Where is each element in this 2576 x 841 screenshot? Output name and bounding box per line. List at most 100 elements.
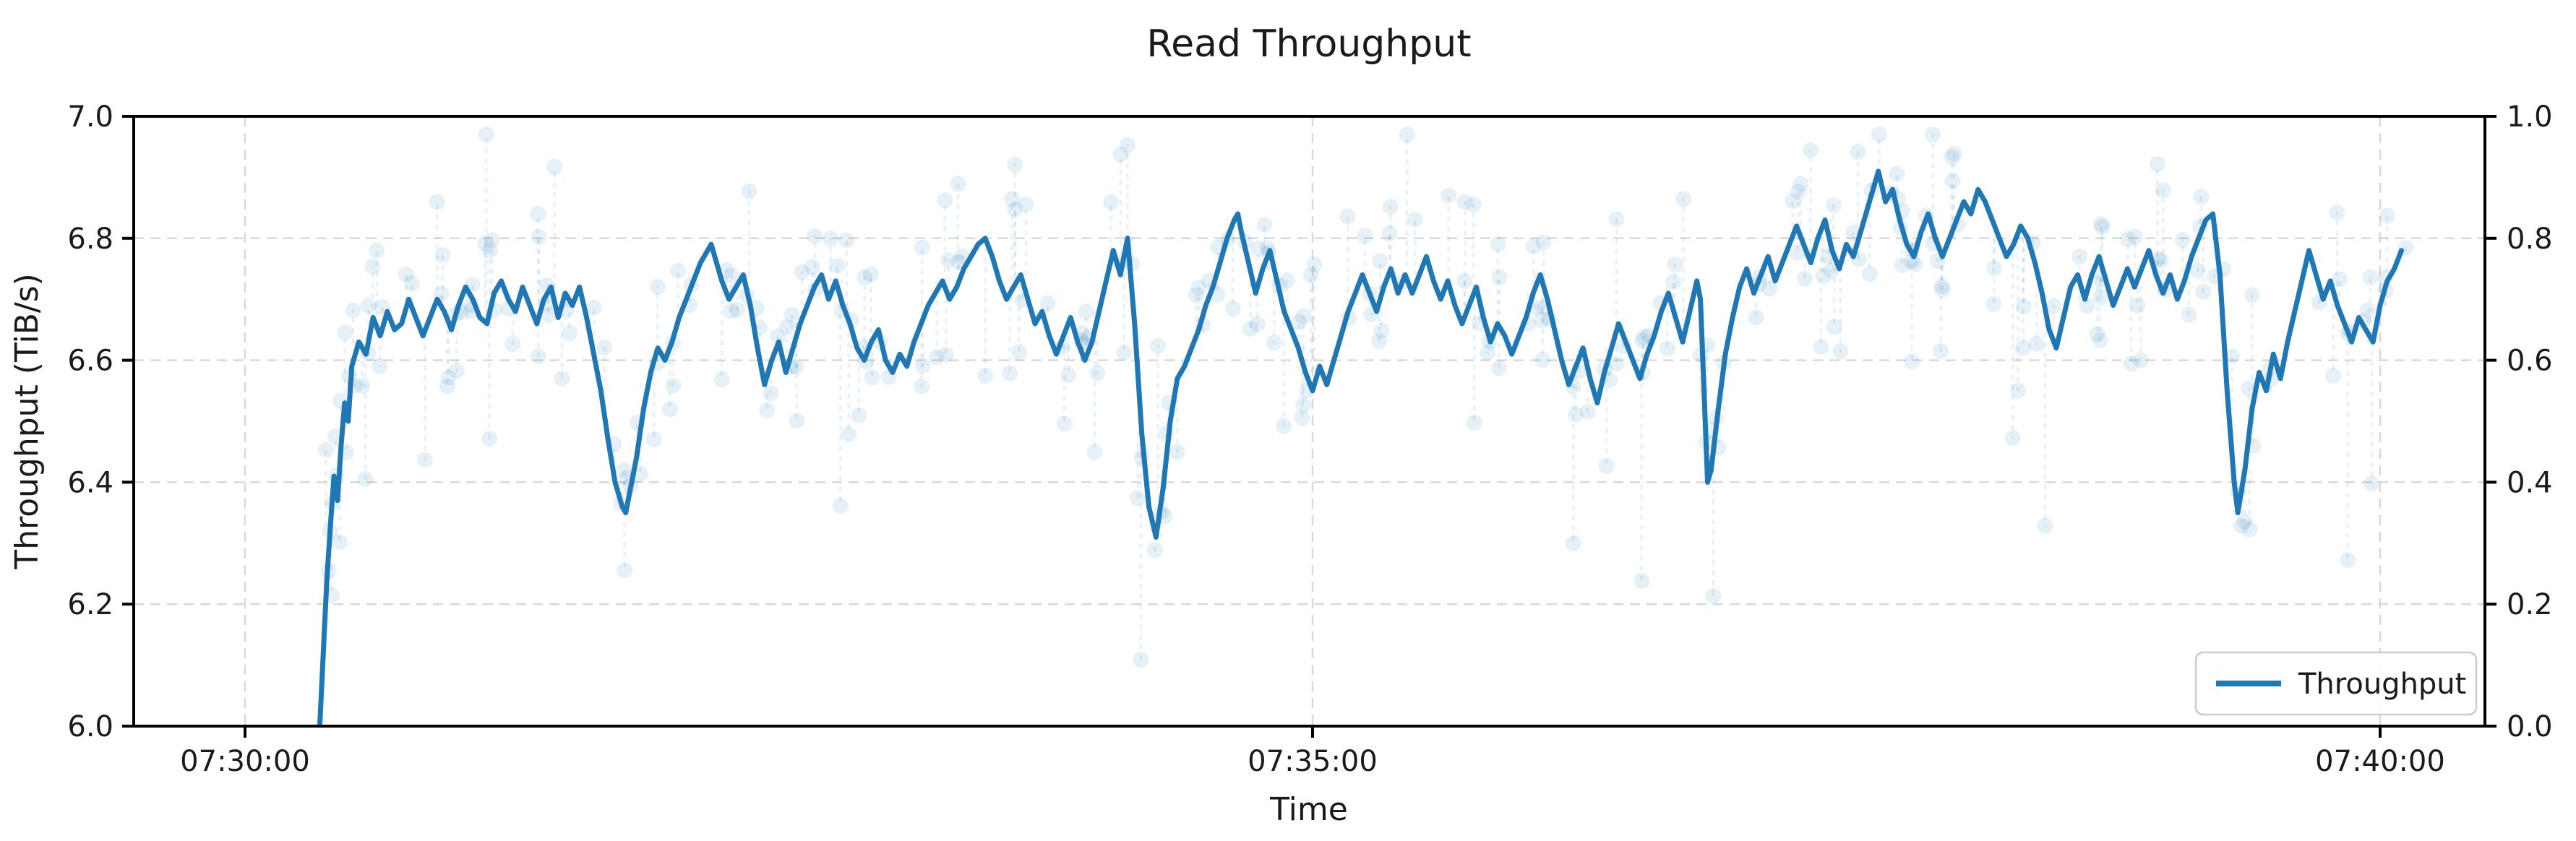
scatter-dot — [2129, 297, 2146, 314]
scatter-dot — [1256, 217, 1273, 233]
scatter-dot — [2152, 252, 2169, 269]
scatter-dot — [1190, 280, 1207, 296]
scatter-dot — [1276, 418, 1292, 434]
scatter-dot — [1894, 256, 1910, 273]
scatter-dot — [1633, 573, 1650, 590]
scatter-dot — [2094, 219, 2111, 236]
scatter-dot — [317, 441, 334, 458]
scatter-dot — [1534, 312, 1550, 329]
scatter-dot — [1535, 234, 1552, 251]
scatter-dot — [2123, 355, 2139, 372]
scatter-dot — [1986, 260, 2003, 277]
scatter-dot — [1748, 309, 1764, 326]
grid-layer — [134, 116, 2485, 726]
scatter-dot — [2329, 204, 2345, 221]
scatter-dot — [914, 358, 931, 374]
scatter-dot — [1407, 211, 1423, 228]
scatter-dot — [1785, 193, 1801, 210]
scatter-dot — [1007, 201, 1023, 217]
scatter-dot — [1007, 156, 1023, 173]
scatter-dot — [1130, 490, 1146, 506]
scatter-dot — [2028, 336, 2045, 353]
scatter-dot — [1002, 365, 1018, 381]
scatter-dot — [1568, 406, 1584, 423]
scatter-dot — [1339, 208, 1356, 225]
scatter-dot — [2224, 348, 2241, 365]
scatter-dot — [2119, 230, 2136, 247]
scatter-dot — [741, 183, 757, 199]
scatter-dot — [1608, 211, 1625, 228]
scatter-dot — [1825, 197, 1842, 214]
scatter-dot — [1266, 335, 1282, 351]
scatter-dot — [940, 251, 957, 268]
scatter-dot — [661, 401, 678, 418]
y-tick-label-left: 6.6 — [67, 345, 113, 378]
scatter-dot — [2359, 302, 2376, 319]
scatter-dot — [1659, 340, 1675, 357]
scatter-dot — [1382, 199, 1399, 215]
y-tick-label-right: 1.0 — [2507, 100, 2553, 134]
y-tick-label-right: 0.0 — [2507, 710, 2553, 743]
scatter-dot — [429, 194, 445, 210]
scatter-dot — [2071, 248, 2088, 264]
scatter-dot — [783, 307, 800, 324]
scatter-dot — [1372, 253, 1388, 269]
scatter-dot — [1149, 337, 1166, 354]
scatter-dot — [649, 278, 666, 295]
scatter-dot — [1705, 587, 1722, 604]
scatter-dot — [372, 358, 388, 374]
scatter-dot — [1456, 272, 1473, 289]
scatter-dot — [2009, 382, 2026, 399]
scatter-dot — [1399, 126, 1415, 143]
scatter-dot — [1907, 256, 1923, 272]
scatter-dot — [1102, 194, 1119, 210]
scatter-dot — [440, 369, 457, 386]
scatter-dot — [1242, 321, 1258, 337]
x-tick-label: 07:40:00 — [2315, 745, 2445, 778]
scatter-dot — [1823, 262, 1839, 279]
scatter-dot — [2339, 552, 2356, 569]
scatter-dot — [2092, 289, 2109, 306]
scatter-dot — [1011, 344, 1028, 361]
y-tick-label-left: 6.8 — [67, 223, 113, 256]
scatter-dot — [1889, 165, 1905, 182]
scatter-dot — [481, 242, 498, 259]
scatter-dot — [1039, 295, 1056, 311]
scatter-dot — [2045, 298, 2062, 314]
legend-label: Throughput — [2298, 668, 2466, 701]
y-tick-label-left: 7.0 — [67, 100, 113, 134]
scatter-dot — [1985, 296, 2002, 312]
axes-layer — [122, 115, 2496, 738]
scatter-dot — [864, 368, 880, 385]
scatter-dot — [1933, 278, 1950, 295]
scatter-dot — [2362, 269, 2379, 285]
scatter-dot — [645, 431, 662, 447]
scatter-dot — [729, 301, 746, 318]
scatter-dot — [2189, 262, 2206, 279]
scatter-dot — [1089, 365, 1106, 381]
scatter-dot — [1456, 194, 1473, 210]
scatter-dot — [2155, 182, 2171, 199]
legend-box — [2194, 651, 2478, 716]
scatter-dot — [585, 299, 602, 316]
scatter-dot — [2093, 216, 2110, 233]
scatter-dot — [1579, 403, 1596, 420]
scatter-dot — [856, 269, 873, 286]
scatter-dot — [1850, 144, 1866, 160]
scatter-dot — [1761, 280, 1778, 297]
scatter-dot — [2379, 207, 2395, 224]
scatter-dot — [596, 339, 613, 355]
scatter-dot — [723, 303, 739, 319]
scatter-dot — [530, 348, 546, 365]
scatter-dot — [1871, 126, 1887, 143]
scatter-dot — [977, 368, 994, 384]
scatter-dot — [554, 371, 570, 387]
scatter-dot — [1525, 238, 1542, 254]
scatter-dot — [617, 562, 633, 579]
scatter-dot — [1826, 319, 1842, 335]
scatter-dot — [1357, 228, 1373, 244]
scatter-dot — [665, 377, 682, 394]
scatter-dot — [2331, 271, 2348, 288]
scatter-dot — [2149, 156, 2165, 173]
scatter-dot — [670, 262, 687, 279]
